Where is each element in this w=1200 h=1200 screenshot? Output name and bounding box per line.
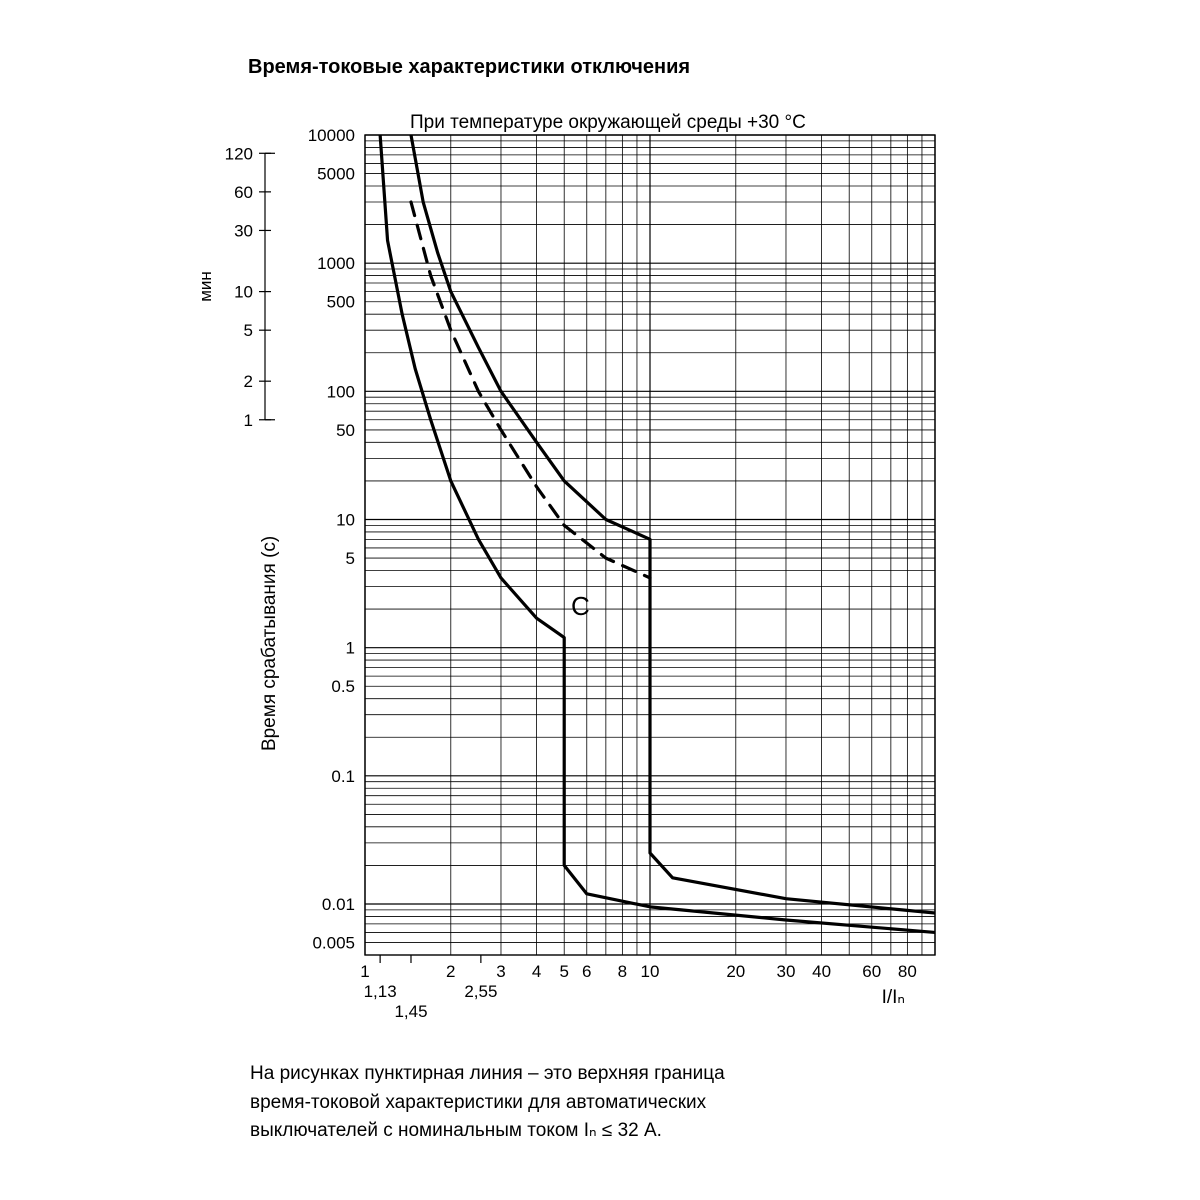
minutes-tick-label: 60 [234, 183, 253, 202]
chart-footnote: На рисунках пунктирная линия – это верхн… [250, 1060, 725, 1146]
x-tick-label: 30 [777, 962, 796, 981]
trip-curve-chart: 10000 5000 1000 500 100 50 10 5 1 0.5 0.1 0.01 0.005… [0, 0, 1200, 1200]
x-tick-label: 20 [726, 962, 745, 981]
minutes-tick-label: 30 [234, 221, 253, 240]
page: Время-токовые характеристики отключения … [0, 0, 1200, 1200]
y-tick-label: 1000 [317, 254, 355, 273]
x-tick-label: 60 [862, 962, 881, 981]
x-extra-tick-label: 1,45 [394, 1002, 427, 1021]
y-tick-label: 1 [346, 639, 355, 658]
y-tick-label: 500 [327, 293, 355, 312]
x-tick-label: 80 [898, 962, 917, 981]
y-tick-label: 0.005 [312, 934, 355, 953]
x-tick-label: 1 [360, 962, 369, 981]
x-tick-label: 3 [496, 962, 505, 981]
curve-upper [411, 135, 935, 913]
curve-label: C [571, 591, 590, 621]
y-tick-label: 5000 [317, 165, 355, 184]
x-tick-label: 2 [446, 962, 455, 981]
x-tick-label: 4 [532, 962, 541, 981]
y-tick-label: 100 [327, 382, 355, 401]
minutes-tick-label: 120 [225, 144, 253, 163]
y-tick-label: 10 [336, 510, 355, 529]
y-tick-label: 50 [336, 421, 355, 440]
x-extra-tick-label: 1,13 [364, 982, 397, 1001]
footnote-line: выключателей с номинальным током Iₙ ≤ 32… [250, 1117, 725, 1146]
minutes-tick-label: 5 [244, 321, 253, 340]
y-tick-label: 0.5 [331, 677, 355, 696]
minutes-tick-label: 2 [244, 372, 253, 391]
x-tick-label: 10 [641, 962, 660, 981]
x-tick-label: 8 [618, 962, 627, 981]
footnote-line: время-токовой характеристики для автомат… [250, 1089, 725, 1118]
x-tick-label: 5 [559, 962, 568, 981]
curves [380, 135, 935, 932]
minutes-tick-label: 10 [234, 283, 253, 302]
y-tick-label: 10000 [308, 126, 355, 145]
curve-lower [380, 135, 935, 932]
minutes-axis-label: мин [196, 271, 215, 302]
x-tick-label: 40 [812, 962, 831, 981]
y-tick-label: 5 [346, 549, 355, 568]
minutes-tick-label: 1 [244, 411, 253, 430]
x-extra-tick-label: 2,55 [464, 982, 497, 1001]
y-axis-label: Время срабатывания (с) [259, 536, 280, 751]
x-axis-label: I/Iₙ [882, 987, 905, 1008]
x-tick-label: 6 [582, 962, 591, 981]
footnote-line: На рисунках пунктирная линия – это верхн… [250, 1060, 725, 1089]
y-tick-label: 0.01 [322, 895, 355, 914]
y-tick-label: 0.1 [331, 767, 355, 786]
